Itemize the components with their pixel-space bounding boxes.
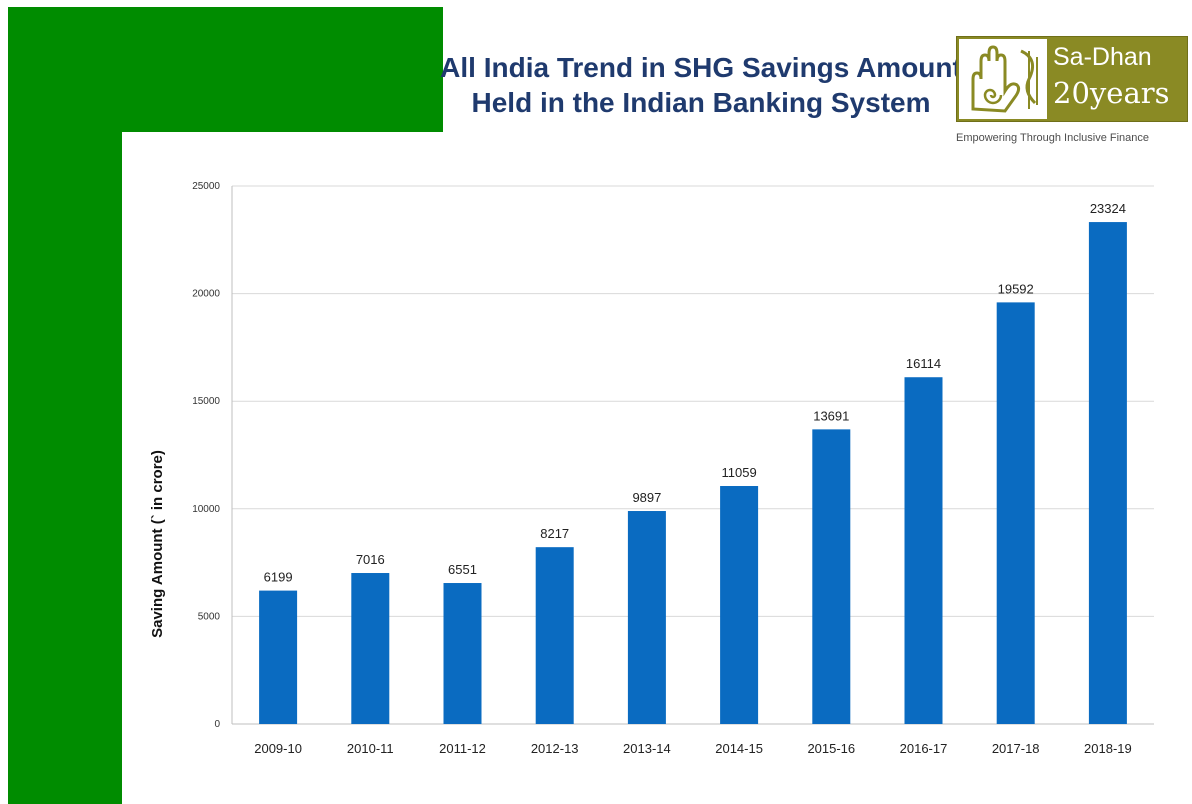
- x-tick-label: 2009-10: [254, 741, 302, 756]
- x-tick-label: 2015-16: [807, 741, 855, 756]
- sa-dhan-logo: Sa-Dhan 20years Empowering Through Inclu…: [956, 36, 1188, 148]
- y-tick-label: 20000: [192, 289, 220, 300]
- data-label: 6551: [448, 562, 477, 577]
- data-labels: 6199 7016 6551 8217 9897 11059 13691 16114 19592…: [264, 201, 1126, 585]
- data-label: 11059: [722, 465, 757, 480]
- slide-title: All India Trend in SHG Savings Amount He…: [440, 52, 962, 118]
- data-label: 8217: [540, 526, 569, 541]
- hand-spiral-icon: [959, 39, 1047, 119]
- logo-tagline: Empowering Through Inclusive Finance: [956, 132, 1150, 144]
- data-label: 9897: [632, 490, 661, 505]
- bar-2018-19: [1088, 222, 1127, 725]
- y-tick-label: 0: [214, 719, 220, 730]
- bar-2013-14: [627, 511, 666, 724]
- data-label: 19592: [998, 281, 1034, 296]
- x-tick-label: 2013-14: [623, 741, 671, 756]
- y-axis-label: Saving Amount (` in crore): [149, 450, 166, 638]
- logo-years: 20years: [1053, 76, 1170, 110]
- x-tick-label: 2011-12: [439, 741, 486, 756]
- green-accent-bar-left: [8, 7, 122, 804]
- y-tick-label: 5000: [198, 611, 221, 622]
- bar-2015-16: [812, 429, 851, 724]
- bars: [259, 222, 1127, 725]
- data-label: 6199: [264, 570, 293, 585]
- y-tick-label: 10000: [192, 504, 220, 515]
- data-label: 13691: [813, 408, 849, 423]
- data-label: 7016: [356, 552, 385, 567]
- bar-2016-17: [904, 377, 943, 724]
- x-axis-ticks: 2009-10 2010-11 2011-12 2012-13 2013-14 2014-…: [254, 741, 1132, 756]
- y-axis-ticks: 0 5000 10000 15000 20000 25000: [192, 181, 220, 730]
- logo-name: Sa-Dhan: [1053, 43, 1152, 71]
- x-tick-label: 2016-17: [900, 741, 948, 756]
- data-label: 23324: [1090, 201, 1126, 216]
- bar-2014-15: [720, 486, 759, 724]
- y-tick-label: 25000: [192, 181, 220, 192]
- x-tick-label: 2012-13: [531, 741, 579, 756]
- bar-2012-13: [535, 547, 574, 724]
- data-label: 16114: [906, 356, 941, 371]
- bar-2010-11: [351, 573, 390, 724]
- x-tick-label: 2018-19: [1084, 741, 1132, 756]
- bar-2011-12: [443, 583, 482, 724]
- bar-2009-10: [259, 590, 298, 724]
- y-tick-label: 15000: [192, 396, 220, 407]
- x-tick-label: 2010-11: [347, 741, 394, 756]
- logo-badge: Sa-Dhan 20years: [956, 36, 1188, 122]
- x-tick-label: 2014-15: [715, 741, 763, 756]
- bar-2017-18: [996, 302, 1035, 724]
- savings-bar-chart: 6199 7016 6551 8217 9897 11059 13691 16114 19592…: [149, 181, 1154, 756]
- x-tick-label: 2017-18: [992, 741, 1040, 756]
